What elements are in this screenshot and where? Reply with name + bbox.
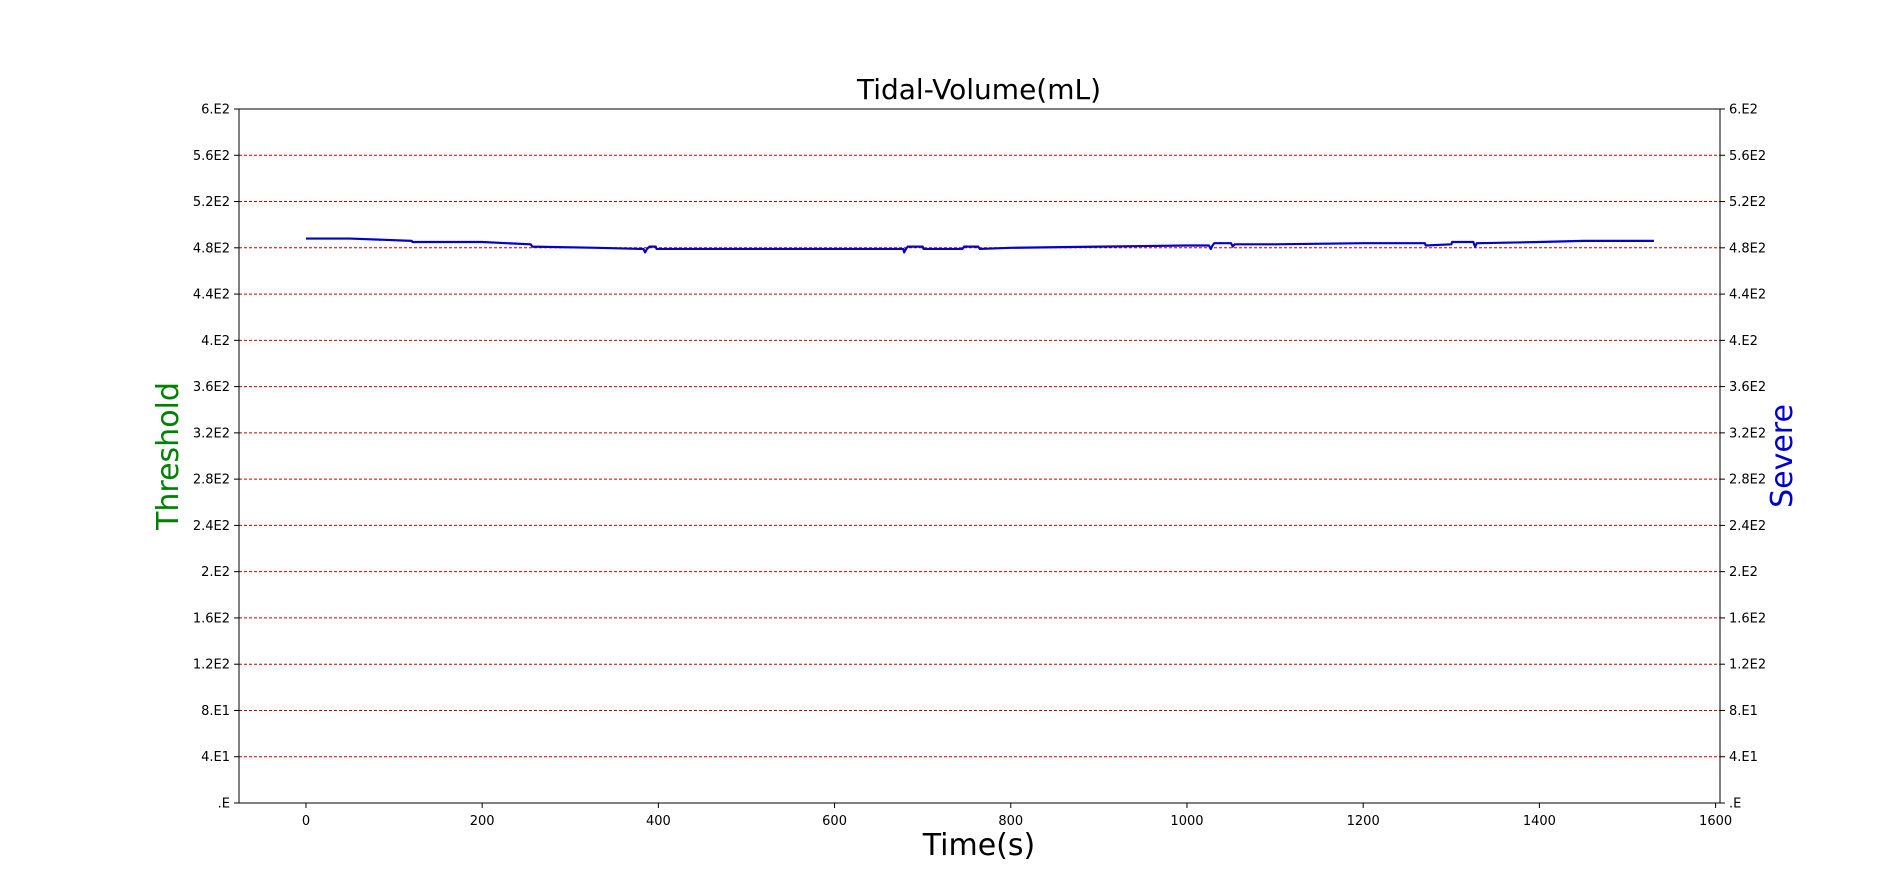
y-tick-label-right: 3.6E2 xyxy=(1729,380,1766,395)
y-tick-label-left: 6.E2 xyxy=(201,103,230,118)
x-tick-label: 800 xyxy=(998,814,1023,829)
y-tick-label-left: 4.E1 xyxy=(201,750,230,765)
series-line-tidal-volume xyxy=(305,237,1654,254)
y-axis-label-right: Severe xyxy=(1765,404,1800,508)
x-tick-label: 600 xyxy=(822,814,847,829)
y-tick-label-left: 4.E2 xyxy=(201,334,230,349)
y-tick-label-right: 4.E1 xyxy=(1729,750,1758,765)
chart-title: Tidal-Volume(mL) xyxy=(856,73,1101,106)
y-tick-label-left: 8.E1 xyxy=(201,704,230,719)
y-tick-label-right: 8.E1 xyxy=(1729,704,1758,719)
y-tick-label-left: 1.2E2 xyxy=(193,658,230,673)
y-tick-label-right: 6.E2 xyxy=(1729,103,1758,118)
y-tick-label-right: 4.E2 xyxy=(1729,334,1758,349)
y-tick-label-right: 5.6E2 xyxy=(1729,149,1766,164)
y-tick-label-right: 1.2E2 xyxy=(1729,658,1766,673)
y-tick-label-right: 2.4E2 xyxy=(1729,519,1766,534)
y-tick-label-left: .E xyxy=(218,797,230,812)
y-tick-label-left: 5.2E2 xyxy=(193,195,230,210)
y-tick-label-right: 5.2E2 xyxy=(1729,195,1766,210)
x-tick-label: 1000 xyxy=(1170,814,1203,829)
x-tick-label: 1400 xyxy=(1523,814,1556,829)
x-tick-label: 1600 xyxy=(1699,814,1732,829)
y-tick-label-left: 5.6E2 xyxy=(193,149,230,164)
y-tick-label-left: 2.4E2 xyxy=(193,519,230,534)
x-tick-label: 1200 xyxy=(1347,814,1380,829)
x-tick-label: 400 xyxy=(646,814,671,829)
y-tick-label-left: 4.8E2 xyxy=(193,241,230,256)
y-tick-label-right: 2.E2 xyxy=(1729,565,1758,580)
y-tick-label-left: 3.2E2 xyxy=(193,426,230,441)
series-layer xyxy=(305,237,1654,254)
y-tick-label-right: 2.8E2 xyxy=(1729,473,1766,488)
tick-layer: .E .E 4.E1 4.E1 8.E1 8.E1 1.2E2 1.2E2 1.6E2 1.6E2… xyxy=(193,103,1766,830)
x-axis-label: Time(s) xyxy=(922,828,1035,863)
grid-layer xyxy=(239,154,1720,758)
y-tick-label-right: .E xyxy=(1729,797,1741,812)
plot-frame xyxy=(238,108,1721,804)
y-tick-label-right: 4.4E2 xyxy=(1729,288,1766,303)
y-tick-label-right: 1.6E2 xyxy=(1729,611,1766,626)
y-axis-label-left: Threshold xyxy=(151,382,186,531)
y-tick-label-left: 3.6E2 xyxy=(193,380,230,395)
y-tick-label-right: 3.2E2 xyxy=(1729,426,1766,441)
y-tick-label-left: 1.6E2 xyxy=(193,611,230,626)
y-tick-label-left: 2.8E2 xyxy=(193,473,230,488)
x-tick-label: 0 xyxy=(302,814,310,829)
y-tick-label-left: 4.4E2 xyxy=(193,288,230,303)
axes-layer xyxy=(238,108,1721,804)
y-tick-label-right: 4.8E2 xyxy=(1729,241,1766,256)
y-tick-label-left: 2.E2 xyxy=(201,565,230,580)
x-tick-label: 200 xyxy=(470,814,495,829)
